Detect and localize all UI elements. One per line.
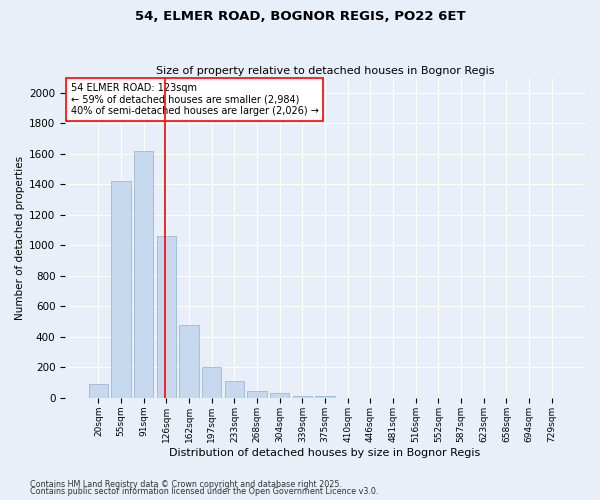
Bar	[316, 396, 335, 398]
Text: Contains public sector information licensed under the Open Government Licence v3: Contains public sector information licen…	[30, 487, 379, 496]
X-axis label: Distribution of detached houses by size in Bognor Regis: Distribution of detached houses by size …	[169, 448, 481, 458]
Bar	[202, 366, 221, 398]
Text: 54, ELMER ROAD, BOGNOR REGIS, PO22 6ET: 54, ELMER ROAD, BOGNOR REGIS, PO22 6ET	[134, 10, 466, 23]
Bar	[112, 182, 131, 398]
Bar	[179, 324, 199, 398]
Text: Contains HM Land Registry data © Crown copyright and database right 2025.: Contains HM Land Registry data © Crown c…	[30, 480, 342, 489]
Bar	[247, 391, 267, 398]
Bar	[293, 396, 312, 398]
Bar	[134, 151, 154, 398]
Bar	[157, 236, 176, 398]
Bar	[225, 381, 244, 398]
Bar	[89, 384, 108, 398]
Bar	[270, 394, 289, 398]
Y-axis label: Number of detached properties: Number of detached properties	[15, 156, 25, 320]
Title: Size of property relative to detached houses in Bognor Regis: Size of property relative to detached ho…	[156, 66, 494, 76]
Text: 54 ELMER ROAD: 123sqm
← 59% of detached houses are smaller (2,984)
40% of semi-d: 54 ELMER ROAD: 123sqm ← 59% of detached …	[71, 83, 319, 116]
